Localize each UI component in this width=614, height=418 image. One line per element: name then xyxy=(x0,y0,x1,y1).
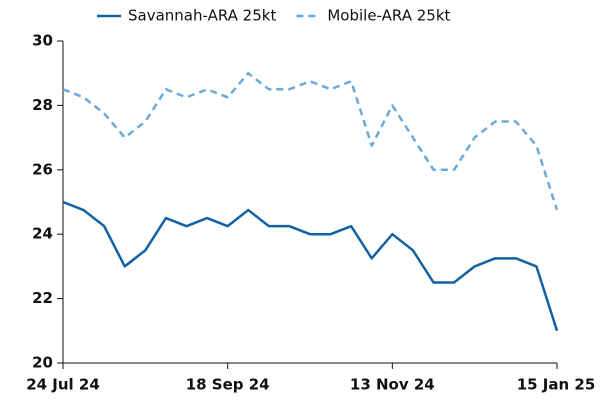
legend-label: Mobile-ARA 25kt xyxy=(327,7,450,25)
x-tick-label: 13 Nov 24 xyxy=(350,376,435,394)
y-tick-label: 30 xyxy=(32,32,53,50)
y-tick-label: 22 xyxy=(32,289,53,307)
y-tick-label: 28 xyxy=(32,96,53,114)
x-tick-label: 15 Jan 25 xyxy=(517,376,596,394)
legend-label: Savannah-ARA 25kt xyxy=(128,7,276,25)
y-tick-label: 20 xyxy=(32,354,53,372)
x-tick-label: 24 Jul 24 xyxy=(26,376,100,394)
y-tick-label: 26 xyxy=(32,160,53,178)
x-tick-label: 18 Sep 24 xyxy=(186,376,270,394)
series-line xyxy=(62,200,559,332)
series-line xyxy=(62,71,559,211)
y-tick-label: 24 xyxy=(32,225,53,243)
